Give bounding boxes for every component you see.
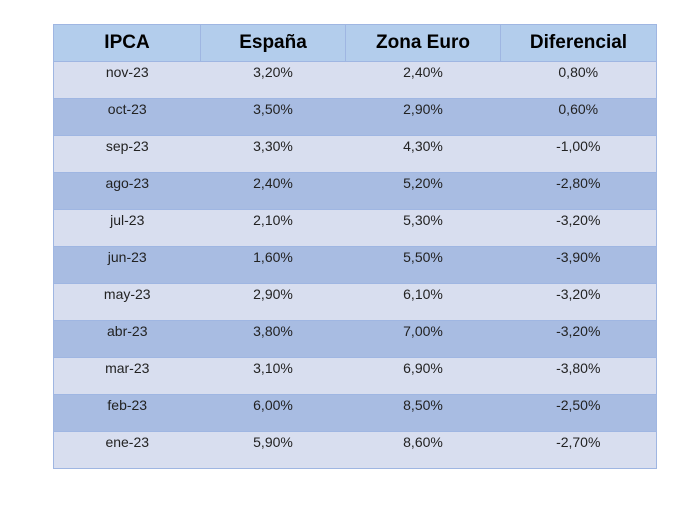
table-cell: 0,80% <box>500 61 657 99</box>
table-cell: may-23 <box>53 283 201 321</box>
table-row: ene-23 5,90% 8,60% -2,70% <box>53 431 657 469</box>
table-cell: jul-23 <box>53 209 201 247</box>
table-cell: jun-23 <box>53 246 201 284</box>
table-cell: 3,20% <box>200 61 346 99</box>
table-cell: oct-23 <box>53 98 201 136</box>
table-body: nov-23 3,20% 2,40% 0,80% oct-23 3,50% 2,90% 0,6… <box>53 61 657 469</box>
table-cell: 1,60% <box>200 246 346 284</box>
table-cell: 5,20% <box>345 172 501 210</box>
table-cell: 0,60% <box>500 98 657 136</box>
table-cell: ago-23 <box>53 172 201 210</box>
table-cell: 5,30% <box>345 209 501 247</box>
table-row: mar-23 3,10% 6,90% -3,80% <box>53 357 657 395</box>
header-cell: Zona Euro <box>345 24 501 62</box>
table-cell: 5,90% <box>200 431 346 469</box>
table-cell: 8,50% <box>345 394 501 432</box>
table-cell: 7,00% <box>345 320 501 358</box>
table-cell: -3,90% <box>500 246 657 284</box>
table-cell: 6,90% <box>345 357 501 395</box>
table-cell: nov-23 <box>53 61 201 99</box>
table-cell: -2,50% <box>500 394 657 432</box>
table-cell: 2,10% <box>200 209 346 247</box>
table-cell: ene-23 <box>53 431 201 469</box>
table-cell: 3,10% <box>200 357 346 395</box>
table-row: may-23 2,90% 6,10% -3,20% <box>53 283 657 321</box>
table-row: jul-23 2,10% 5,30% -3,20% <box>53 209 657 247</box>
table-cell: 4,30% <box>345 135 501 173</box>
table-cell: -3,20% <box>500 320 657 358</box>
table-cell: 8,60% <box>345 431 501 469</box>
header-row: IPCA España Zona Euro Diferencial <box>53 24 657 62</box>
table-row: nov-23 3,20% 2,40% 0,80% <box>53 61 657 99</box>
table-row: sep-23 3,30% 4,30% -1,00% <box>53 135 657 173</box>
table-cell: feb-23 <box>53 394 201 432</box>
table-cell: 3,30% <box>200 135 346 173</box>
ipca-table: IPCA España Zona Euro Diferencial nov-23 3,2… <box>53 24 657 469</box>
header-cell: España <box>200 24 346 62</box>
table-header: IPCA España Zona Euro Diferencial <box>53 24 657 62</box>
table-cell: 3,50% <box>200 98 346 136</box>
table-cell: 6,10% <box>345 283 501 321</box>
table-cell: -3,20% <box>500 283 657 321</box>
table-row: jun-23 1,60% 5,50% -3,90% <box>53 246 657 284</box>
table-cell: 2,90% <box>200 283 346 321</box>
table-cell: -2,80% <box>500 172 657 210</box>
table-cell: abr-23 <box>53 320 201 358</box>
table-row: ago-23 2,40% 5,20% -2,80% <box>53 172 657 210</box>
table-cell: 3,80% <box>200 320 346 358</box>
table-row: oct-23 3,50% 2,90% 0,60% <box>53 98 657 136</box>
table-cell: -3,20% <box>500 209 657 247</box>
table-cell: 5,50% <box>345 246 501 284</box>
table-cell: 2,90% <box>345 98 501 136</box>
table-cell: 6,00% <box>200 394 346 432</box>
table-cell: -3,80% <box>500 357 657 395</box>
table-cell: -2,70% <box>500 431 657 469</box>
header-cell: Diferencial <box>500 24 657 62</box>
table-cell: 2,40% <box>200 172 346 210</box>
header-cell: IPCA <box>53 24 201 62</box>
table-cell: -1,00% <box>500 135 657 173</box>
table-cell: mar-23 <box>53 357 201 395</box>
table-row: abr-23 3,80% 7,00% -3,20% <box>53 320 657 358</box>
table-cell: sep-23 <box>53 135 201 173</box>
table-row: feb-23 6,00% 8,50% -2,50% <box>53 394 657 432</box>
table-cell: 2,40% <box>345 61 501 99</box>
